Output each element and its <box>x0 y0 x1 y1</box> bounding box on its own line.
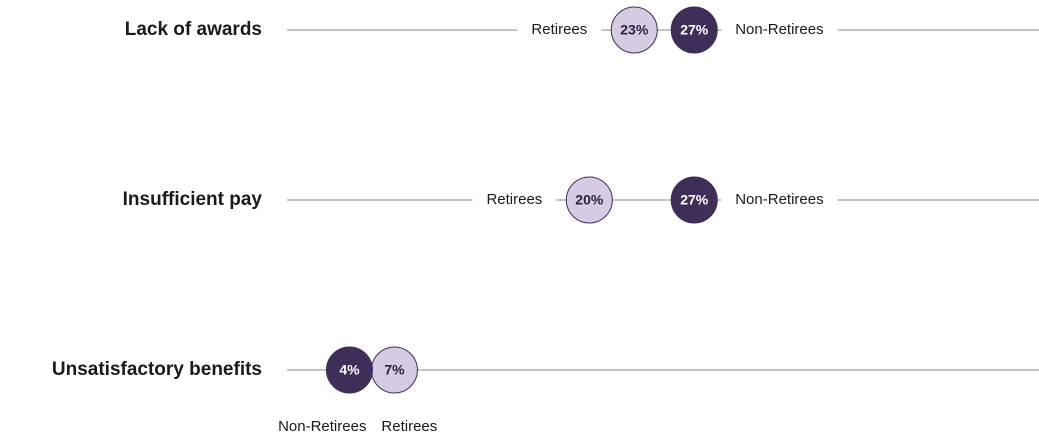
label-gap <box>721 27 838 33</box>
dot <box>325 346 373 394</box>
label-gap <box>472 197 557 203</box>
category-label: Insufficient pay <box>123 189 263 210</box>
series-label: Retirees <box>486 191 542 208</box>
category-label: Lack of awards <box>125 19 262 40</box>
value-label: 27% <box>680 22 709 38</box>
dot <box>565 176 613 224</box>
category-label: Unsatisfactory benefits <box>52 359 262 380</box>
dot <box>670 6 718 54</box>
label-gap <box>517 27 602 33</box>
dot <box>670 176 718 224</box>
value-label: 27% <box>680 192 709 208</box>
series-label: Retirees <box>381 418 437 435</box>
series-label: Non-Retirees <box>735 21 823 38</box>
value-label: 20% <box>575 192 604 208</box>
series-label: Non-Retirees <box>278 418 366 435</box>
value-label: 4% <box>339 362 360 378</box>
series-label: Retirees <box>531 21 587 38</box>
value-label: 23% <box>620 22 649 38</box>
series-label: Non-Retirees <box>735 191 823 208</box>
label-gap <box>721 197 838 203</box>
dot <box>610 6 658 54</box>
value-label: 7% <box>384 362 405 378</box>
